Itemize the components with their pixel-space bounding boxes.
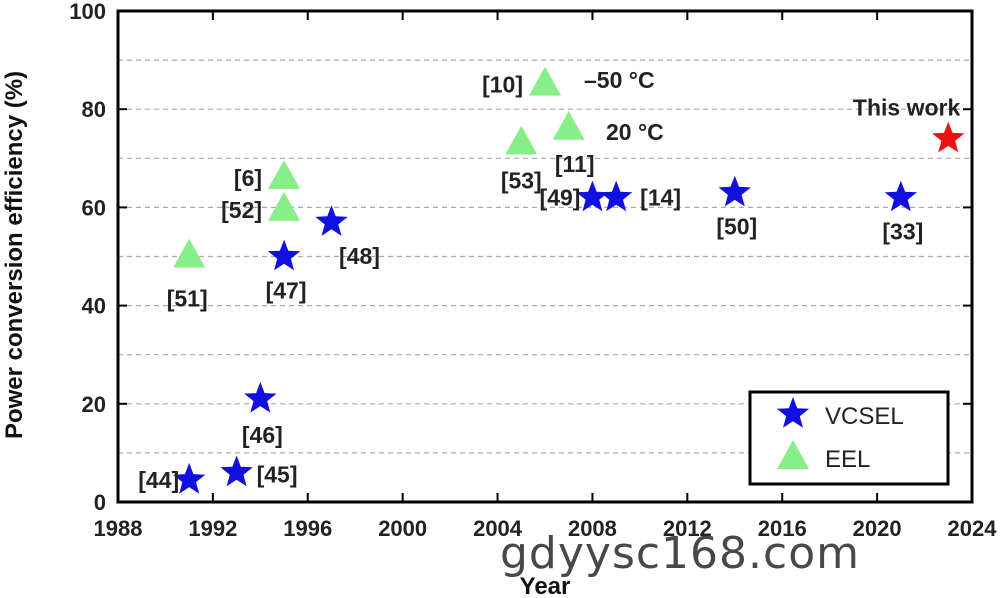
point-label: [11] bbox=[555, 151, 595, 177]
eel-point bbox=[552, 110, 585, 140]
y-tick-label: 20 bbox=[82, 392, 106, 417]
point-label: [48] bbox=[339, 243, 380, 269]
data-points bbox=[173, 66, 965, 494]
legend: VCSEL EEL bbox=[748, 390, 950, 486]
vcsel-point bbox=[718, 175, 751, 207]
vcsel-point bbox=[267, 239, 301, 271]
y-tick-label: 0 bbox=[94, 490, 106, 515]
x-tick-label: 2004 bbox=[473, 516, 523, 541]
x-tick-label: 2008 bbox=[568, 516, 617, 541]
x-tick-label: 1992 bbox=[188, 516, 237, 541]
eel-point bbox=[529, 66, 561, 96]
point-labels: [51] [6] [52] [53] [10] [11] [44] [45] [46] [47] [… bbox=[138, 72, 960, 493]
eel-point bbox=[268, 160, 301, 189]
point-label: [6] bbox=[234, 165, 262, 191]
point-label: [53] bbox=[501, 168, 542, 194]
point-label: [49] bbox=[540, 185, 581, 211]
point-label: [33] bbox=[882, 219, 923, 245]
vcsel-point bbox=[315, 205, 348, 236]
vcsel-point bbox=[244, 381, 277, 413]
point-label: [14] bbox=[640, 185, 681, 211]
x-tick-label: 2024 bbox=[948, 516, 998, 541]
x-tick-label: 2016 bbox=[758, 516, 807, 541]
watermark: gdyysc168.com bbox=[500, 528, 860, 579]
point-label: [52] bbox=[221, 197, 262, 223]
point-label: [10] bbox=[482, 72, 523, 98]
point-label: [47] bbox=[266, 278, 307, 304]
vcsel-point bbox=[576, 180, 609, 212]
point-label: [50] bbox=[716, 214, 757, 240]
x-tick-label: 1996 bbox=[283, 516, 332, 541]
point-label: [46] bbox=[242, 422, 283, 448]
y-tick-label: 100 bbox=[69, 0, 106, 24]
vcsel-point bbox=[173, 462, 206, 494]
point-label: [45] bbox=[257, 462, 298, 488]
legend-vcsel-label: VCSEL bbox=[825, 403, 904, 430]
vcsel-point bbox=[884, 180, 917, 212]
point-label: [44] bbox=[138, 467, 179, 493]
plot-frame bbox=[116, 9, 974, 504]
y-axis-title: Power conversion efficiency (%) bbox=[1, 71, 28, 439]
annotation-20c: 20 °C bbox=[606, 119, 664, 145]
annotation-minus-50c: –50 °C bbox=[584, 67, 655, 93]
legend-triangle-icon bbox=[777, 440, 809, 469]
y-tick-label: 60 bbox=[82, 195, 106, 220]
y-tick-label: 40 bbox=[82, 294, 106, 319]
legend-star-icon bbox=[776, 397, 810, 428]
legend-star-icon bbox=[776, 397, 810, 428]
eel-point bbox=[173, 238, 206, 268]
x-axis-title: Year bbox=[520, 573, 571, 598]
point-label: [51] bbox=[167, 286, 208, 312]
axis-ticks: 0 20 40 60 80 100 1988 1992 1996 2000 2004 2008 2012… bbox=[69, 0, 997, 541]
legend-triangle-icon bbox=[777, 440, 809, 469]
vcsel-point bbox=[600, 180, 633, 212]
x-tick-label: 2020 bbox=[853, 516, 902, 541]
y-tick-label: 80 bbox=[82, 97, 106, 122]
this-work-point bbox=[932, 121, 965, 153]
x-tick-label: 2000 bbox=[378, 516, 427, 541]
this-work-label: This work bbox=[853, 95, 961, 121]
x-tick-label: 1988 bbox=[94, 516, 143, 541]
eel-point bbox=[505, 125, 538, 155]
legend-eel-label: EEL bbox=[825, 446, 870, 473]
vcsel-point bbox=[220, 455, 253, 487]
eel-point bbox=[268, 191, 301, 221]
x-tick-label: 2012 bbox=[663, 516, 712, 541]
